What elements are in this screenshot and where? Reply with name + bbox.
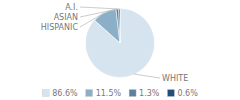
legend-swatch bbox=[86, 90, 93, 97]
pie-slice bbox=[116, 9, 120, 43]
legend-swatch bbox=[129, 90, 136, 97]
legend-label: 11.5% bbox=[96, 89, 122, 98]
legend-label: 1.3% bbox=[139, 89, 160, 98]
legend-label: 86.6% bbox=[52, 89, 78, 98]
pie bbox=[86, 9, 154, 77]
pie-slice bbox=[86, 9, 154, 77]
leader-line bbox=[80, 7, 119, 9]
legend-swatch bbox=[42, 90, 49, 97]
slice-label: WHITE bbox=[162, 74, 188, 83]
pie-slice bbox=[119, 9, 120, 43]
legend: 86.6% 11.5% 1.3% 0.6% bbox=[42, 89, 198, 98]
pie-outline bbox=[86, 9, 154, 77]
slice-label: A.I. bbox=[65, 3, 78, 12]
leader-line bbox=[80, 13, 104, 27]
slice-label: ASIAN bbox=[54, 13, 78, 22]
leader-line bbox=[134, 74, 160, 78]
pie-slice bbox=[95, 9, 120, 43]
legend-swatch bbox=[167, 90, 174, 97]
legend-label: 0.6% bbox=[177, 89, 198, 98]
chart: A.I.ASIANHISPANIC WHITE 86.6% 11.5% 1.3% 0.6% bbox=[0, 0, 240, 100]
slice-label: HISPANIC bbox=[41, 23, 79, 32]
